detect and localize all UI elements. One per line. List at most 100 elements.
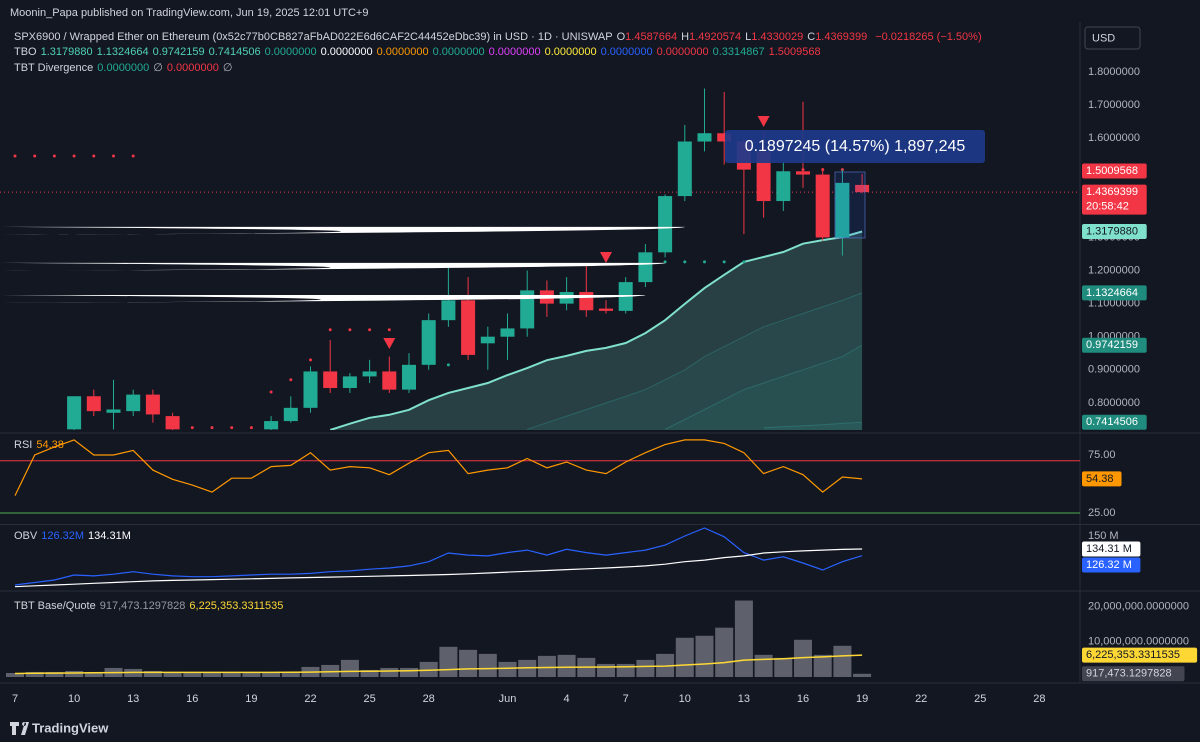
legend-value: 0.7414506 xyxy=(208,46,261,58)
price-label: 0.7414506 xyxy=(1086,416,1138,428)
price-label: 6,225,353.3311535 xyxy=(1086,649,1180,661)
rsi-pane xyxy=(0,439,1080,514)
signal-dot xyxy=(309,358,312,362)
tbo-legend: TBO 1.3179880 1.1324664 0.9742159 0.7414506 0… xyxy=(14,46,829,58)
ohlc-value: 1.4587664 xyxy=(625,31,678,43)
volume-bar xyxy=(636,659,655,678)
symbol: SPX6900 / Wrapped Ether on Ethereum (0x5… xyxy=(14,31,613,43)
tbo-line xyxy=(527,292,863,430)
ohlc-value: 1.4330029 xyxy=(751,31,804,43)
symbol-line: SPX6900 / Wrapped Ether on Ethereum (0x5… xyxy=(14,31,986,43)
candle-body xyxy=(776,171,791,202)
volume-bar xyxy=(6,672,24,678)
obv-legend: OBV 126.32M 134.31M xyxy=(14,530,135,542)
ohlc-key: O xyxy=(616,31,626,43)
obv-pane xyxy=(14,527,863,588)
legend-values: 1.3179880 1.1324664 0.9742159 0.7414506 0.00… xyxy=(41,46,825,58)
price-label: 134.31 M xyxy=(1086,543,1132,555)
volume-bar xyxy=(597,663,615,678)
legend-value: 0.0000000 xyxy=(166,62,219,74)
x-tick-label: 7 xyxy=(623,693,629,705)
price-label-box xyxy=(1082,414,1147,430)
volume-bar xyxy=(695,635,714,678)
volume-bar xyxy=(84,671,103,678)
ohlc-value: 1.4369399 xyxy=(815,31,868,43)
tbo-line xyxy=(763,421,863,429)
measure-label: 0.1897245 (14.57%) 1,897,245 xyxy=(745,138,966,155)
axis-labels: 0.80000000.90000001.00000001.10000001.20… xyxy=(12,66,1198,705)
signal-dot xyxy=(230,426,234,430)
legend-value: 0.0000000 xyxy=(376,46,429,58)
price-label: 0.9742159 xyxy=(1086,339,1138,351)
legend-name: TBO xyxy=(14,46,37,58)
signal-dot xyxy=(328,328,332,332)
candle-body xyxy=(717,133,732,142)
volume-bar xyxy=(853,673,872,678)
price-label-box xyxy=(1082,184,1147,215)
volume-bar xyxy=(143,670,162,678)
candle-body xyxy=(264,421,279,430)
ohlc-key: L xyxy=(745,31,752,43)
price-label-box xyxy=(1082,666,1185,682)
candle-body xyxy=(323,371,338,388)
legend-value: ∅ xyxy=(153,62,163,74)
signal-dot xyxy=(92,154,96,158)
sell-signal xyxy=(383,337,396,349)
volume-bar xyxy=(380,667,399,678)
y-tick-label: 150 M xyxy=(1088,530,1119,542)
x-tick-label: 16 xyxy=(186,693,198,705)
tbo-area xyxy=(330,231,863,430)
signal-dot xyxy=(742,260,746,264)
volume-bar xyxy=(715,627,734,678)
candle-body xyxy=(382,371,397,390)
candle-body xyxy=(106,409,121,413)
signal-dot xyxy=(72,154,76,158)
ohlc: O1.4587664 H1.4920574 L1.4330029 C1.4369399 xyxy=(617,31,872,43)
signal-dot xyxy=(131,154,135,158)
candle-body xyxy=(520,290,535,329)
volume-bar xyxy=(537,655,556,678)
candle-body xyxy=(67,396,82,430)
signal-dot xyxy=(210,426,214,430)
candle-body xyxy=(677,141,692,197)
currency-box[interactable] xyxy=(1084,26,1141,50)
legend-value: 0.0000000 xyxy=(544,46,597,58)
volume-bar xyxy=(183,672,202,678)
signal-dot xyxy=(683,260,687,264)
y-tick-label: 1.7000000 xyxy=(1088,99,1140,111)
x-tick-label: 25 xyxy=(363,693,375,705)
signal-dot xyxy=(663,260,667,264)
indicator-line xyxy=(14,527,863,586)
price-label-box xyxy=(1082,647,1198,663)
signal-dot xyxy=(368,328,372,332)
signal-dot xyxy=(33,154,37,158)
measure-tool: 0.1897245 (14.57%) 1,897,245 xyxy=(725,130,985,239)
rsi-legend: RSI 54.38 xyxy=(14,439,68,451)
buy-signal xyxy=(0,294,646,304)
legend-value: 0.0000000 xyxy=(97,62,150,74)
x-tick-label: 28 xyxy=(1033,693,1045,705)
volume-bar xyxy=(498,661,517,678)
volume-bar xyxy=(794,639,812,678)
tbo-line xyxy=(664,344,863,430)
ohlc-value: 1.4920574 xyxy=(689,31,742,43)
price-label: 1.4369399 xyxy=(1086,186,1138,198)
signal-dot xyxy=(52,154,56,158)
volume-bar xyxy=(754,654,773,678)
legend-name: TBT Base/Quote xyxy=(14,600,96,612)
volume-bar xyxy=(557,654,576,678)
tbo-area xyxy=(527,292,863,430)
volume-bar xyxy=(222,671,241,678)
x-tick-label: 28 xyxy=(423,693,435,705)
candle-body xyxy=(756,151,771,202)
legend-value: 0.3314867 xyxy=(712,46,765,58)
currency: USD xyxy=(1092,32,1115,44)
tbo-area xyxy=(763,422,863,430)
legend-values: 0.0000000 ∅ 0.0000000 ∅ xyxy=(97,62,236,74)
legend-value: 0.0000000 xyxy=(656,46,709,58)
divergence-legend: TBT Divergence 0.0000000 ∅ 0.0000000 ∅ xyxy=(14,61,240,74)
volume-bar xyxy=(360,669,379,678)
candle-body xyxy=(145,394,160,415)
candle-body xyxy=(480,336,495,344)
